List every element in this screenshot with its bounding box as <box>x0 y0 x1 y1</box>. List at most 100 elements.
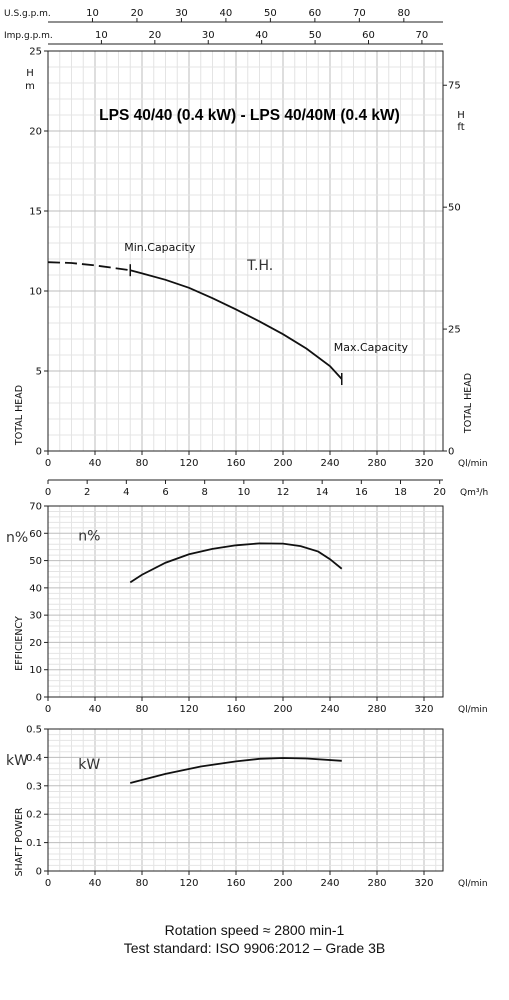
plot-frame <box>47 50 444 452</box>
top-axis-tick-label: 20 <box>131 8 144 19</box>
y-tick-label: 0 <box>36 867 42 878</box>
m3h-axis-tick-label: 16 <box>355 487 368 498</box>
y-tick-label: 50 <box>29 556 42 567</box>
x-tick-label: 280 <box>367 458 386 469</box>
y-tick-label: 60 <box>29 529 42 540</box>
top-axis-unit: Imp.g.p.m. <box>4 31 53 41</box>
x-tick-label: 160 <box>226 704 245 715</box>
m3h-axis-tick-label: 20 <box>433 487 446 498</box>
top-axis-tick-label: 70 <box>416 30 429 41</box>
top-axis-tick-label: 50 <box>264 8 277 19</box>
x-tick-label: 240 <box>320 878 339 889</box>
series-label: kW <box>78 757 100 773</box>
y-unit-label: H <box>26 68 34 79</box>
series-line-dashed <box>47 261 131 272</box>
footer-test-standard: Test standard: ISO 9906:2012 – Grade 3B <box>123 940 386 956</box>
y-axis-label: TOTAL HEAD <box>14 385 25 446</box>
y-axis-label: EFFICIENCY <box>14 616 25 671</box>
x-unit-label: Ql/min <box>458 879 488 889</box>
y-tick-label: 0.1 <box>26 838 42 849</box>
top-axis-tick-label: 60 <box>309 8 322 19</box>
x-tick-label: 320 <box>414 878 433 889</box>
y-unit-label: m <box>25 81 35 92</box>
series-line <box>130 757 342 784</box>
y-tick-label: 0.4 <box>26 753 42 764</box>
m3h-axis-tick-label: 2 <box>84 487 90 498</box>
top-axis-tick-label: 20 <box>148 30 161 41</box>
footer-rotation-speed: Rotation speed ≈ 2800 min-1 <box>164 922 345 938</box>
y-tick-label: 0 <box>36 693 42 704</box>
x-tick-label: 200 <box>273 458 292 469</box>
top-axis-tick-label: 40 <box>255 30 268 41</box>
x-tick-label: 40 <box>89 458 102 469</box>
y-axis-label: SHAFT POWER <box>14 807 25 876</box>
y-unit-label: n% <box>6 530 28 546</box>
y-tick-label: 70 <box>29 502 42 513</box>
x-tick-label: 160 <box>226 458 245 469</box>
x-tick-label: 200 <box>273 704 292 715</box>
chart-title: LPS 40/40 (0.4 kW) - LPS 40/40M (0.4 kW) <box>99 107 400 124</box>
annotation-max-capacity: Max.Capacity <box>334 341 409 354</box>
y2-tick-label: 0 <box>448 447 454 458</box>
x-tick-label: 160 <box>226 878 245 889</box>
x-tick-label: 280 <box>367 878 386 889</box>
x-tick-label: 0 <box>45 704 51 715</box>
top-axis-unit: U.S.g.p.m. <box>4 9 51 19</box>
y-tick-label: 5 <box>36 367 42 378</box>
x-tick-label: 80 <box>136 458 149 469</box>
y-tick-label: 20 <box>29 638 42 649</box>
top-axis-tick-label: 10 <box>95 30 108 41</box>
x-tick-label: 240 <box>320 704 339 715</box>
top-axis-tick-label: 80 <box>397 8 410 19</box>
y-tick-label: 0.2 <box>26 810 42 821</box>
y-tick-label: 0 <box>36 447 42 458</box>
x-tick-label: 80 <box>136 704 149 715</box>
series-label: n% <box>78 528 100 544</box>
x-tick-label: 40 <box>89 878 102 889</box>
x-tick-label: 40 <box>89 704 102 715</box>
top-axis-tick-label: 50 <box>309 30 322 41</box>
x-tick-label: 0 <box>45 878 51 889</box>
y-tick-label: 0.3 <box>26 781 42 792</box>
m3h-axis-unit: Qm³/h <box>460 488 488 498</box>
y2-unit-label: ft <box>457 122 464 133</box>
y2-tick-label: 25 <box>448 325 461 336</box>
annotation-th: T.H. <box>246 258 273 274</box>
series-line <box>129 542 343 584</box>
m3h-axis-tick-label: 4 <box>123 487 129 498</box>
x-tick-label: 120 <box>179 704 198 715</box>
x-tick-label: 200 <box>273 878 292 889</box>
m3h-axis-tick-label: 10 <box>237 487 250 498</box>
m3h-axis-tick-label: 8 <box>201 487 207 498</box>
m3h-axis-tick-label: 6 <box>162 487 168 498</box>
y-tick-label: 0.5 <box>26 725 42 736</box>
y2-unit-label: H <box>457 110 465 121</box>
top-axis-tick-label: 40 <box>220 8 233 19</box>
top-axis-tick-label: 70 <box>353 8 366 19</box>
y-tick-label: 10 <box>29 287 42 298</box>
y-unit-label: kW <box>6 753 28 769</box>
top-axis-tick-label: 30 <box>175 8 188 19</box>
x-unit-label: Ql/min <box>458 459 488 469</box>
y-tick-label: 10 <box>29 665 42 676</box>
m3h-axis-tick-label: 12 <box>277 487 290 498</box>
y2-tick-label: 50 <box>448 203 461 214</box>
x-tick-label: 320 <box>414 704 433 715</box>
y-tick-label: 40 <box>29 583 42 594</box>
top-axis-tick-label: 60 <box>362 30 375 41</box>
x-tick-label: 0 <box>45 458 51 469</box>
m3h-axis-tick-label: 18 <box>394 487 407 498</box>
y2-tick-label: 75 <box>448 81 461 92</box>
x-tick-label: 280 <box>367 704 386 715</box>
plot-frame <box>47 505 444 698</box>
y-tick-label: 20 <box>29 127 42 138</box>
top-axis-tick-label: 30 <box>202 30 215 41</box>
x-tick-label: 320 <box>414 458 433 469</box>
top-axis-tick-label: 10 <box>86 8 99 19</box>
x-tick-label: 120 <box>179 878 198 889</box>
x-tick-label: 240 <box>320 458 339 469</box>
x-unit-label: Ql/min <box>458 705 488 715</box>
plot-frame <box>47 728 444 872</box>
series-line <box>130 269 343 380</box>
